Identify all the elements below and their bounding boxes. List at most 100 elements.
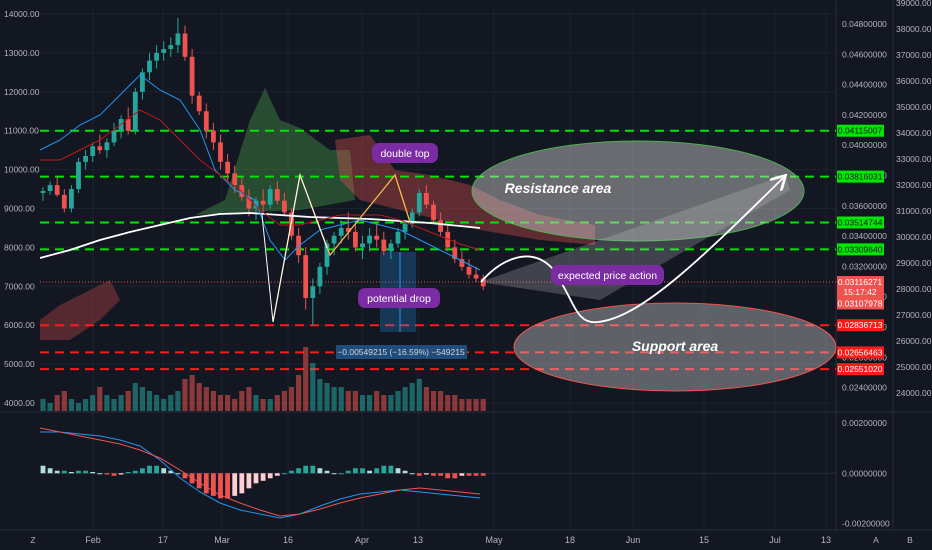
level-tag-label: 0.03514744 [838, 218, 883, 228]
candle[interactable] [40, 187, 46, 201]
price-tag [837, 286, 884, 299]
candle-body [182, 33, 188, 57]
far-right-axis-tick: 30000.00 [896, 232, 932, 242]
candle[interactable] [189, 49, 195, 104]
candle[interactable] [388, 239, 394, 260]
candle[interactable] [232, 165, 238, 193]
candle[interactable] [310, 278, 316, 326]
candle[interactable] [466, 259, 472, 279]
candle[interactable] [480, 274, 486, 291]
level-tag [837, 346, 884, 359]
macd-histogram-bar [445, 473, 451, 479]
candle[interactable] [182, 25, 188, 61]
candle[interactable] [445, 224, 451, 252]
volume-bar [90, 395, 96, 411]
candle[interactable] [211, 122, 216, 151]
candle[interactable] [147, 52, 152, 81]
volume-bar [260, 399, 266, 411]
candle[interactable] [83, 150, 88, 170]
candle[interactable] [253, 196, 259, 221]
candle-body [168, 45, 174, 50]
expected-price-bubble[interactable]: expected price action [551, 265, 664, 285]
candle[interactable] [140, 68, 145, 100]
candle-body [161, 49, 167, 53]
candle[interactable] [473, 266, 479, 283]
candle[interactable] [374, 224, 380, 248]
candle-body [473, 274, 479, 279]
candle[interactable] [104, 138, 110, 158]
candle[interactable] [367, 227, 372, 252]
candle[interactable] [118, 115, 124, 139]
candle[interactable] [203, 103, 209, 139]
volume-bar [331, 387, 337, 411]
candle[interactable] [54, 177, 60, 197]
level-tag [837, 124, 884, 137]
x-axis-tick: 16 [283, 535, 293, 545]
candle[interactable] [168, 37, 174, 57]
candle[interactable] [296, 227, 301, 263]
candle[interactable] [353, 224, 358, 252]
level-tag [837, 243, 884, 256]
candle[interactable] [132, 87, 138, 135]
candle[interactable] [239, 177, 245, 201]
candle[interactable] [331, 231, 337, 256]
candle[interactable] [431, 200, 436, 225]
candle[interactable] [452, 239, 458, 263]
candle[interactable] [260, 189, 266, 213]
candle[interactable] [225, 154, 230, 182]
volume-bar [388, 395, 394, 411]
candle[interactable] [69, 185, 74, 213]
candle[interactable] [111, 122, 117, 147]
candle[interactable] [61, 189, 67, 213]
far-right-axis-tick: 31000.00 [896, 206, 932, 216]
candle[interactable] [76, 157, 81, 193]
candle-body [47, 185, 53, 191]
candle[interactable] [402, 220, 408, 240]
candle[interactable] [90, 142, 96, 162]
candle[interactable] [218, 134, 223, 170]
candle[interactable] [338, 220, 344, 244]
candle[interactable] [381, 231, 387, 256]
level-tag [837, 319, 884, 332]
candle[interactable] [97, 134, 103, 155]
candle[interactable] [360, 235, 365, 260]
candle[interactable] [317, 262, 323, 295]
candle-body [140, 72, 145, 92]
volume-bar [54, 395, 60, 411]
candle[interactable] [175, 17, 181, 53]
candle[interactable] [395, 227, 401, 248]
candle[interactable] [196, 91, 202, 116]
candle[interactable] [274, 181, 280, 205]
macd-histogram-bar [118, 473, 124, 475]
volume-bar [480, 399, 486, 411]
potential-drop-bubble[interactable]: potential drop [358, 288, 440, 308]
candle[interactable] [416, 189, 422, 217]
potential-drop-bubble-label: potential drop [367, 293, 431, 305]
macd-histogram-bar [424, 473, 429, 475]
candle-body [466, 266, 472, 275]
volume-bar [125, 391, 131, 411]
candle[interactable] [161, 41, 167, 61]
left-axis-tick: 12000.00 [4, 87, 40, 97]
macd-histogram-bar [282, 473, 287, 475]
candle[interactable] [267, 185, 273, 209]
volume-bar [310, 363, 316, 411]
candle[interactable] [125, 107, 131, 135]
macd-histogram-bar [225, 473, 230, 499]
volume-bar [225, 395, 231, 411]
double-top-bubble[interactable]: double top [372, 143, 438, 163]
volume-bar [118, 395, 124, 411]
candle[interactable] [246, 189, 252, 217]
candle[interactable] [345, 212, 351, 240]
candle-body [452, 247, 458, 260]
candle[interactable] [154, 45, 159, 69]
candle[interactable] [282, 192, 287, 217]
candle[interactable] [424, 185, 429, 209]
volume-bar [324, 383, 330, 411]
macd-histogram-bar [161, 468, 167, 474]
candle[interactable] [47, 181, 53, 195]
volume-bar [203, 387, 209, 411]
candle[interactable] [303, 247, 309, 310]
candle-body [388, 243, 394, 252]
